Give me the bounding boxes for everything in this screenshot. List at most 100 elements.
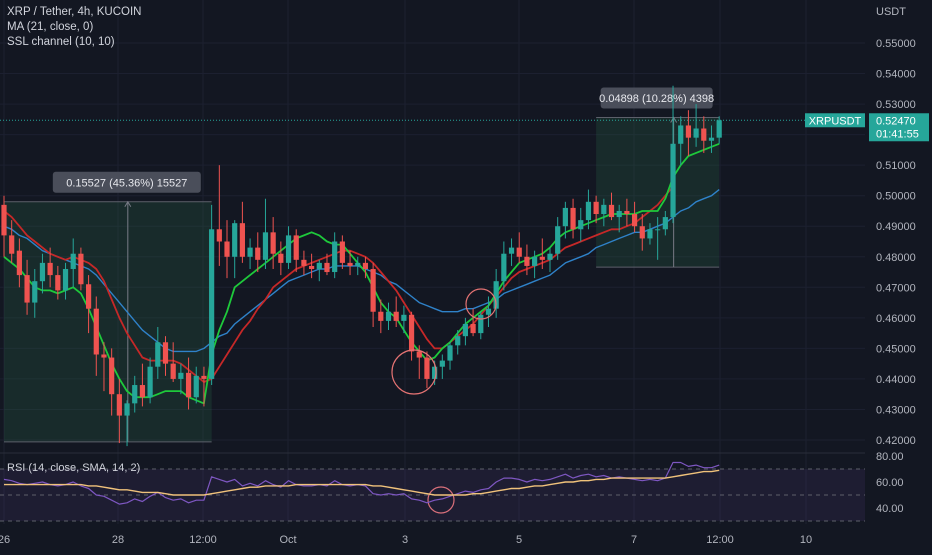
candle xyxy=(32,268,38,318)
candle-body xyxy=(624,210,630,215)
candle xyxy=(631,201,638,233)
candle-body xyxy=(532,256,538,266)
candle-body xyxy=(378,311,384,321)
candle-body xyxy=(408,314,415,352)
candle xyxy=(262,198,269,269)
candle xyxy=(301,250,307,276)
candle xyxy=(55,265,61,300)
candle-body xyxy=(255,247,261,260)
time-tick-label: 10 xyxy=(800,534,812,546)
candle-body xyxy=(39,262,46,282)
candle-body xyxy=(478,314,484,334)
candle-body xyxy=(116,394,122,416)
candle xyxy=(570,198,576,239)
currency-label: USDT xyxy=(876,6,906,18)
price-tag-bg xyxy=(869,113,929,142)
candle-body xyxy=(416,351,422,358)
candle-body xyxy=(339,241,345,263)
candle xyxy=(139,363,146,407)
candle xyxy=(109,348,115,416)
measure-arrow-head xyxy=(670,116,678,123)
candle-body xyxy=(662,217,668,230)
candle xyxy=(270,217,276,269)
candle-body xyxy=(224,241,230,257)
price-tick-label: 0.51000 xyxy=(876,160,916,172)
candle xyxy=(193,366,199,404)
candle-body xyxy=(578,220,584,230)
price-axis[interactable]: 0.550000.540000.530000.520000.510000.500… xyxy=(805,0,932,550)
candle-body xyxy=(601,204,607,215)
candle-body xyxy=(155,342,161,367)
ssl-legend[interactable]: SSL channel (10, 10) xyxy=(7,36,115,48)
candle-body xyxy=(655,229,661,231)
candle xyxy=(216,165,222,266)
candle-body xyxy=(193,375,199,398)
symbol-tag-bg xyxy=(805,113,865,128)
candle xyxy=(539,238,545,269)
candle xyxy=(47,247,53,288)
candle-body xyxy=(70,253,76,269)
candle-body xyxy=(716,120,722,138)
candle xyxy=(147,357,153,404)
candle-body xyxy=(185,372,192,398)
candle xyxy=(1,195,7,257)
time-tick-label: 28 xyxy=(112,534,124,546)
candle xyxy=(309,253,315,279)
symbol-title[interactable]: XRP / Tether, 4h, KUCOIN xyxy=(7,6,142,18)
price-tick-label: 0.45000 xyxy=(876,343,916,355)
measure-label-text: 0.04898 (10.28%) 4398 xyxy=(599,93,714,105)
candle xyxy=(708,125,715,153)
time-tick-label: Oct xyxy=(279,534,296,546)
candle xyxy=(701,116,707,153)
candle xyxy=(9,220,15,263)
candle-body xyxy=(393,311,399,321)
candle-body xyxy=(570,207,576,230)
candle xyxy=(693,104,699,147)
candle xyxy=(524,244,530,276)
ssl-up-line xyxy=(3,142,720,405)
candle-body xyxy=(101,354,107,358)
candle xyxy=(485,296,492,328)
candle-body xyxy=(139,385,146,398)
ma-legend[interactable]: MA (21, close, 0) xyxy=(7,21,94,33)
time-tick-label: 12:00 xyxy=(706,534,734,546)
candle-body xyxy=(78,253,84,285)
candle xyxy=(378,299,384,334)
price-tick-label: 0.42000 xyxy=(876,435,916,447)
rsi-tick-label: 40.00 xyxy=(876,503,904,515)
candle xyxy=(424,351,430,389)
candle-body xyxy=(432,366,438,379)
rsi-tick-label: 80.00 xyxy=(876,451,904,463)
candle-body xyxy=(616,210,622,218)
candle-body xyxy=(47,262,53,276)
candle-body xyxy=(508,247,515,254)
rsi-legend[interactable]: RSI (14, close, SMA, 14, 2) xyxy=(7,462,141,474)
candle xyxy=(185,357,192,410)
rsi-pane[interactable] xyxy=(0,461,865,522)
time-axis[interactable]: 26 28 12:00 Oct 3 5 7 12:00 10 xyxy=(0,528,865,550)
candle xyxy=(239,201,245,263)
candle-body xyxy=(708,137,715,141)
rsi-sma-line xyxy=(4,469,720,496)
time-tick-label: 7 xyxy=(631,534,637,546)
candle xyxy=(493,268,499,318)
candle xyxy=(501,241,507,291)
candle-body xyxy=(316,262,322,269)
candle xyxy=(155,327,161,379)
symbol-tag-text: XRPUSDT xyxy=(809,115,862,127)
candle xyxy=(555,217,561,260)
measure-label-text: 0.15527 (45.36%) 15527 xyxy=(66,177,187,189)
candle-body xyxy=(516,247,522,257)
measure-box-1 xyxy=(4,201,212,442)
candle xyxy=(685,110,692,156)
time-tick-label: 3 xyxy=(402,534,408,546)
candle-body xyxy=(232,223,238,257)
candle xyxy=(547,247,553,273)
candle xyxy=(116,378,122,444)
rsi-tick-label: 60.00 xyxy=(876,477,904,489)
candle xyxy=(439,354,445,379)
candle-body xyxy=(347,262,353,266)
candle xyxy=(393,296,399,328)
